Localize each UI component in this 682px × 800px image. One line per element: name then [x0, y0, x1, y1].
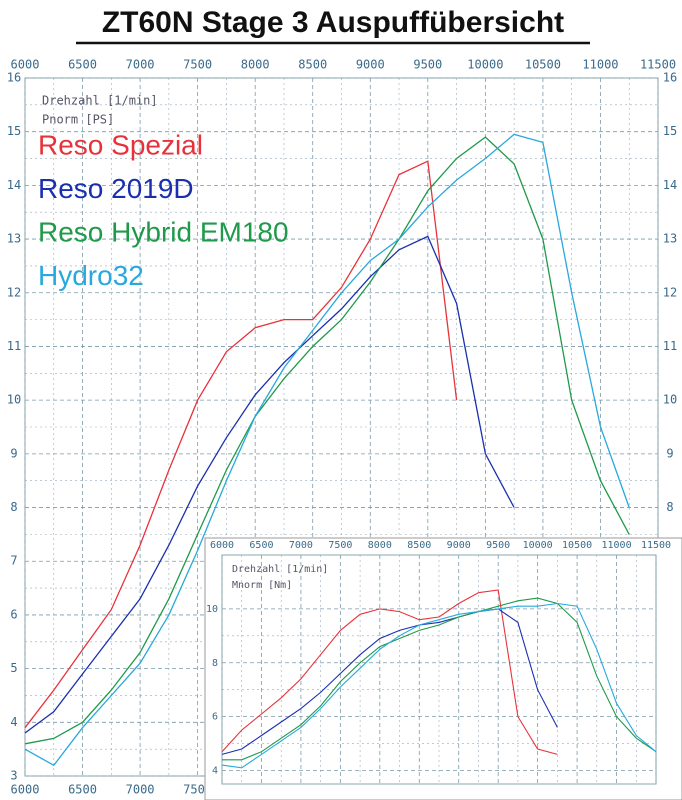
y-tick-label-right: 9	[666, 446, 673, 460]
x-tick-label: 11000	[582, 58, 618, 72]
y-tick-label-right: 11	[663, 339, 677, 353]
y-tick-label: 14	[7, 178, 21, 192]
y-tick-label: 3	[10, 769, 17, 783]
x-axis-label: Drehzahl [1/min]	[232, 564, 328, 575]
chart: 6000 6500 7000 7500 8000 8500 9000 9500 10000 105…	[204, 537, 682, 800]
y-tick-label: 11	[7, 339, 21, 353]
x-tick-label: 8000	[368, 540, 392, 551]
y-tick-label: 16	[7, 71, 21, 85]
y-tick-label-right: 13	[663, 232, 677, 246]
y-tick-label: 4	[10, 715, 17, 729]
series-line	[24, 235, 515, 734]
y-tick-label-right: 12	[663, 285, 677, 299]
x-tick-label-bottom: 7000	[126, 783, 155, 797]
y-tick-label: 13	[7, 232, 21, 246]
y-tick-label: 5	[10, 661, 17, 675]
x-tick-label: 8500	[407, 540, 431, 551]
y-tick-label-right: 10	[663, 393, 677, 407]
y-tick-label: 15	[7, 124, 21, 138]
x-tick-label: 11500	[641, 540, 671, 551]
series-line	[221, 608, 558, 755]
x-tick-label: 6000	[11, 58, 40, 72]
x-tick-label: 6500	[249, 540, 273, 551]
x-tick-label: 7500	[183, 58, 212, 72]
legend-entry: Reso Spezial	[38, 129, 203, 160]
y-axis-label: Mnorm [Nm]	[232, 580, 292, 591]
series-line	[221, 602, 657, 769]
x-tick-label: 7500	[328, 540, 352, 551]
y-tick-label: 8	[212, 658, 218, 669]
x-tick-label-bottom: 6000	[11, 783, 40, 797]
x-tick-label: 11500	[640, 58, 676, 72]
x-tick-label: 7000	[126, 58, 155, 72]
x-tick-label: 6000	[210, 540, 234, 551]
legend-entry: Reso 2019D	[38, 173, 194, 204]
x-tick-label: 10000	[467, 58, 503, 72]
legend-entry: Reso Hybrid EM180	[38, 216, 289, 247]
y-tick-label: 12	[7, 285, 21, 299]
series-line	[24, 133, 630, 767]
x-tick-label: 8000	[241, 58, 270, 72]
y-tick-label: 10	[206, 604, 218, 615]
x-tick-label-bottom: 6500	[68, 783, 97, 797]
x-tick-label: 9000	[356, 58, 385, 72]
y-tick-label-right: 14	[663, 178, 677, 192]
y-tick-label: 6	[212, 712, 218, 723]
x-tick-label: 10500	[562, 540, 592, 551]
legend-entry: Hydro32	[38, 260, 144, 291]
y-tick-label-right: 16	[663, 71, 677, 85]
x-tick-label: 6500	[68, 58, 97, 72]
x-tick-label: 7000	[289, 540, 313, 551]
title: ZT60N Stage 3 Auspuffübersicht	[102, 6, 564, 39]
y-tick-label-right: 8	[666, 500, 673, 514]
y-tick-label: 6	[10, 607, 17, 621]
x-tick-label: 9500	[486, 540, 510, 551]
x-tick-label: 9500	[413, 58, 442, 72]
x-axis-label: Drehzahl [1/min]	[42, 94, 158, 108]
y-tick-label-right: 15	[663, 124, 677, 138]
y-tick-label: 10	[7, 393, 21, 407]
series-line	[222, 597, 657, 761]
y-tick-label: 4	[212, 766, 218, 777]
y-tick-label: 9	[10, 446, 17, 460]
x-tick-label: 9000	[447, 540, 471, 551]
x-tick-label: 11000	[601, 540, 631, 551]
series-line	[24, 136, 630, 745]
x-tick-label: 10500	[525, 58, 561, 72]
y-axis-label: Pnorm [PS]	[42, 113, 114, 127]
x-tick-label: 10000	[523, 540, 553, 551]
series-line	[24, 160, 458, 729]
inset-box	[204, 537, 682, 800]
x-tick-label: 8500	[298, 58, 327, 72]
y-tick-label: 7	[10, 554, 17, 568]
y-tick-label: 8	[10, 500, 17, 514]
